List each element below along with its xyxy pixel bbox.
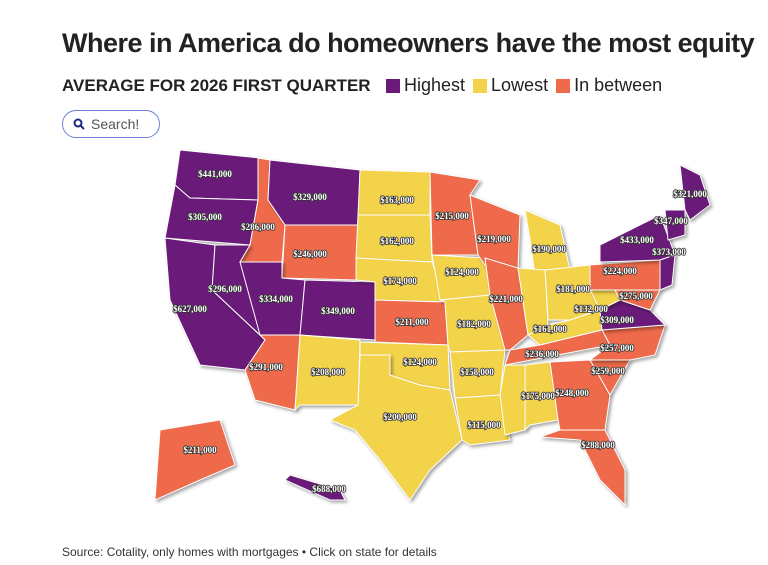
legend: Highest Lowest In between [386,75,662,96]
state-value-label: $259,000 [591,366,625,376]
state-value-label: $175,000 [521,391,555,401]
legend-swatch [386,78,400,93]
state[interactable] [524,361,559,432]
state-value-label: $257,000 [600,343,634,353]
legend-label: Highest [404,75,466,95]
state-value-label: $373,000 [652,247,686,257]
legend-label: In between [574,75,663,95]
state-value-label: $174,000 [383,276,417,286]
state-value-label: $627,000 [173,304,207,314]
legend-label: Lowest [491,75,549,95]
state-value-label: $321,000 [673,189,707,199]
state-value-label: $211,000 [395,317,429,327]
state-value-label: $291,000 [249,362,283,372]
state-value-label: $200,000 [383,412,417,422]
state-value-label: $182,000 [457,319,491,329]
state[interactable] [524,209,571,276]
state-value-label: $162,000 [380,236,414,246]
legend-swatch [473,78,488,93]
state-value-label: $347,000 [654,216,688,226]
state[interactable] [499,364,526,436]
state-value-label: $275,000 [619,291,653,301]
state-value-label: $190,000 [532,244,566,254]
state-value-label: $124,000 [445,267,479,277]
source: Source: Cotality, only homes with mortga… [62,545,437,559]
search-placeholder: Search! [91,116,140,132]
state[interactable] [294,334,361,412]
state-value-label: $433,000 [620,235,654,245]
state[interactable] [357,169,431,216]
state-value-label: $163,000 [380,195,414,205]
state[interactable] [659,254,676,291]
state[interactable] [154,419,236,501]
state[interactable] [454,394,511,446]
legend-item: Lowest [473,75,548,96]
state-value-label: $219,000 [477,234,511,244]
state-value-label: $248,000 [555,388,589,398]
state-value-label: $334,000 [259,294,293,304]
search-box[interactable]: Search! [62,110,160,138]
state-value-label: $158,000 [460,367,494,377]
state[interactable] [284,474,346,501]
state-value-label: $286,000 [241,222,275,232]
state-value-label: $246,000 [293,249,327,259]
state-value-label: $181,000 [556,284,590,294]
subtitle: AVERAGE FOR 2026 FIRST QUARTER [62,76,371,95]
state-value-label: $309,000 [600,315,634,325]
legend-swatch [556,78,571,93]
legend-item: In between [556,75,662,96]
state-value-label: $288,000 [581,440,615,450]
state-value-label: $211,000 [183,445,217,455]
state-value-label: $329,000 [293,192,327,202]
state-value-label: $224,000 [603,266,637,276]
state-value-label: $441,000 [198,169,232,179]
state[interactable] [539,429,626,507]
state[interactable] [431,254,491,301]
state-value-label: $688,000 [312,484,346,494]
state-value-label: $115,000 [467,420,501,430]
state[interactable] [328,354,463,501]
state-value-label: $305,000 [188,212,222,222]
state[interactable] [614,289,661,311]
state[interactable] [469,194,521,269]
state-value-label: $132,000 [574,304,608,314]
state-value-label: $236,000 [525,349,559,359]
state[interactable] [679,164,711,221]
state-value-label: $161,000 [533,324,567,334]
state-value-label: $221,000 [489,294,523,304]
title: Where in America do homeowners have the … [62,28,755,58]
search-icon [73,118,85,130]
state-value-label: $124,000 [403,357,437,367]
map: $441,000 $305,000 $627,000 $286,000 $296,000… [154,149,711,507]
state[interactable] [664,209,686,241]
legend-item: Highest [386,75,465,96]
state-value-label: $349,000 [321,306,355,316]
state-value-label: $215,000 [435,211,469,221]
state-value-label: $208,000 [311,367,345,377]
state-value-label: $296,000 [208,284,242,294]
